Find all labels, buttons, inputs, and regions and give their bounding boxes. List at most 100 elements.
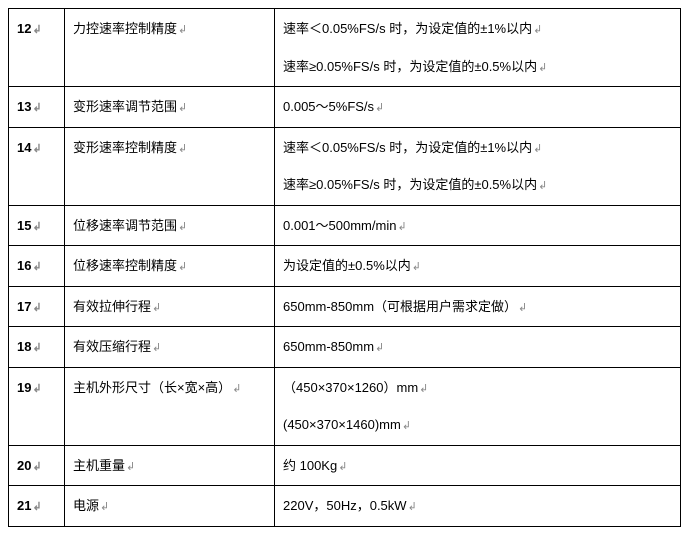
value-text: 约 100Kg xyxy=(283,458,337,473)
param-text: 主机重量 xyxy=(73,458,125,473)
row-number: 18↲ xyxy=(9,327,65,368)
value-text: （450×370×1260）mm xyxy=(283,380,418,395)
table-row: 12↲力控速率控制精度↲速率＜0.05%FS/s 时，为设定值的±1%以内↲速率… xyxy=(9,9,681,87)
param-text: 位移速率控制精度 xyxy=(73,258,177,273)
value-line: 速率＜0.05%FS/s 时，为设定值的±1%以内↲ xyxy=(283,138,672,158)
row-number: 20↲ xyxy=(9,445,65,486)
row-value: 0.005～5%FS/s↲ xyxy=(275,87,681,128)
return-mark-icon: ↲ xyxy=(419,383,428,395)
row-value: 650mm-850mm（可根据用户需求定做）↲ xyxy=(275,286,681,327)
return-mark-icon: ↲ xyxy=(32,302,41,314)
value-line: 约 100Kg↲ xyxy=(283,456,672,476)
row-number: 19↲ xyxy=(9,367,65,445)
row-value: 速率＜0.05%FS/s 时，为设定值的±1%以内↲速率≥0.05%FS/s 时… xyxy=(275,127,681,205)
value-line: 0.005～5%FS/s↲ xyxy=(283,97,672,117)
row-value: 0.001～500mm/min↲ xyxy=(275,205,681,246)
row-param: 主机外形尺寸（长×宽×高）↲ xyxy=(65,367,275,445)
return-mark-icon: ↲ xyxy=(32,221,41,233)
value-line: 650mm-850mm（可根据用户需求定做）↲ xyxy=(283,297,672,317)
table-row: 21↲电源↲220V，50Hz，0.5kW↲ xyxy=(9,486,681,527)
return-mark-icon: ↲ xyxy=(375,102,384,114)
return-mark-icon: ↲ xyxy=(126,461,135,473)
param-text: 有效压缩行程 xyxy=(73,339,151,354)
value-line: 650mm-850mm↲ xyxy=(283,337,672,357)
return-mark-icon: ↲ xyxy=(152,342,161,354)
row-number: 12↲ xyxy=(9,9,65,87)
value-line: 速率≥0.05%FS/s 时，为设定值的±0.5%以内↲ xyxy=(283,175,672,195)
row-param: 有效拉伸行程↲ xyxy=(65,286,275,327)
return-mark-icon: ↲ xyxy=(518,302,527,314)
row-param: 变形速率调节范围↲ xyxy=(65,87,275,128)
table-row: 14↲变形速率控制精度↲速率＜0.05%FS/s 时，为设定值的±1%以内↲速率… xyxy=(9,127,681,205)
row-number: 15↲ xyxy=(9,205,65,246)
return-mark-icon: ↲ xyxy=(32,383,41,395)
return-mark-icon: ↲ xyxy=(408,501,417,513)
row-value: 速率＜0.05%FS/s 时，为设定值的±1%以内↲速率≥0.05%FS/s 时… xyxy=(275,9,681,87)
return-mark-icon: ↲ xyxy=(178,102,187,114)
row-param: 变形速率控制精度↲ xyxy=(65,127,275,205)
param-text: 电源 xyxy=(73,498,99,513)
value-text: 650mm-850mm（可根据用户需求定做） xyxy=(283,299,517,314)
param-text: 变形速率控制精度 xyxy=(73,140,177,155)
table-row: 18↲有效压缩行程↲650mm-850mm↲ xyxy=(9,327,681,368)
spec-table: 12↲力控速率控制精度↲速率＜0.05%FS/s 时，为设定值的±1%以内↲速率… xyxy=(8,8,681,527)
param-text: 主机外形尺寸（长×宽×高） xyxy=(73,380,231,395)
value-text: 速率＜0.05%FS/s 时，为设定值的±1%以内 xyxy=(283,21,532,36)
return-mark-icon: ↲ xyxy=(32,342,41,354)
table-row: 17↲有效拉伸行程↲650mm-850mm（可根据用户需求定做）↲ xyxy=(9,286,681,327)
table-row: 20↲主机重量↲约 100Kg↲ xyxy=(9,445,681,486)
row-number: 13↲ xyxy=(9,87,65,128)
value-text: 220V，50Hz，0.5kW xyxy=(283,498,407,513)
return-mark-icon: ↲ xyxy=(397,221,406,233)
param-text: 有效拉伸行程 xyxy=(73,299,151,314)
param-text: 位移速率调节范围 xyxy=(73,218,177,233)
param-text: 变形速率调节范围 xyxy=(73,99,177,114)
return-mark-icon: ↲ xyxy=(178,143,187,155)
row-value: 约 100Kg↲ xyxy=(275,445,681,486)
return-mark-icon: ↲ xyxy=(178,24,187,36)
row-number: 21↲ xyxy=(9,486,65,527)
value-line: 0.001～500mm/min↲ xyxy=(283,216,672,236)
value-line: (450×370×1460)mm↲ xyxy=(283,415,672,435)
row-value: 为设定值的±0.5%以内↲ xyxy=(275,246,681,287)
row-number: 14↲ xyxy=(9,127,65,205)
return-mark-icon: ↲ xyxy=(100,501,109,513)
row-number: 16↲ xyxy=(9,246,65,287)
value-line: 速率≥0.05%FS/s 时，为设定值的±0.5%以内↲ xyxy=(283,57,672,77)
row-value: 220V，50Hz，0.5kW↲ xyxy=(275,486,681,527)
row-param: 有效压缩行程↲ xyxy=(65,327,275,368)
return-mark-icon: ↲ xyxy=(152,302,161,314)
return-mark-icon: ↲ xyxy=(32,143,41,155)
return-mark-icon: ↲ xyxy=(375,342,384,354)
return-mark-icon: ↲ xyxy=(533,24,542,36)
table-row: 19↲主机外形尺寸（长×宽×高）↲（450×370×1260）mm↲(450×3… xyxy=(9,367,681,445)
return-mark-icon: ↲ xyxy=(32,501,41,513)
value-text: 速率≥0.05%FS/s 时，为设定值的±0.5%以内 xyxy=(283,59,537,74)
table-row: 15↲位移速率调节范围↲0.001～500mm/min↲ xyxy=(9,205,681,246)
row-number: 17↲ xyxy=(9,286,65,327)
value-line: 速率＜0.05%FS/s 时，为设定值的±1%以内↲ xyxy=(283,19,672,39)
return-mark-icon: ↲ xyxy=(338,461,347,473)
value-text: 速率＜0.05%FS/s 时，为设定值的±1%以内 xyxy=(283,140,532,155)
return-mark-icon: ↲ xyxy=(538,62,547,74)
return-mark-icon: ↲ xyxy=(538,180,547,192)
value-text: 为设定值的±0.5%以内 xyxy=(283,258,411,273)
return-mark-icon: ↲ xyxy=(178,221,187,233)
value-line: （450×370×1260）mm↲ xyxy=(283,378,672,398)
return-mark-icon: ↲ xyxy=(32,102,41,114)
row-value: （450×370×1260）mm↲(450×370×1460)mm↲ xyxy=(275,367,681,445)
value-text: 速率≥0.05%FS/s 时，为设定值的±0.5%以内 xyxy=(283,177,537,192)
value-line: 220V，50Hz，0.5kW↲ xyxy=(283,496,672,516)
row-value: 650mm-850mm↲ xyxy=(275,327,681,368)
value-text: 0.005～5%FS/s xyxy=(283,99,374,114)
param-text: 力控速率控制精度 xyxy=(73,21,177,36)
return-mark-icon: ↲ xyxy=(32,461,41,473)
row-param: 位移速率调节范围↲ xyxy=(65,205,275,246)
return-mark-icon: ↲ xyxy=(232,383,241,395)
value-text: (450×370×1460)mm xyxy=(283,417,401,432)
row-param: 力控速率控制精度↲ xyxy=(65,9,275,87)
return-mark-icon: ↲ xyxy=(412,261,421,273)
return-mark-icon: ↲ xyxy=(32,261,41,273)
return-mark-icon: ↲ xyxy=(32,24,41,36)
table-row: 13↲变形速率调节范围↲0.005～5%FS/s↲ xyxy=(9,87,681,128)
